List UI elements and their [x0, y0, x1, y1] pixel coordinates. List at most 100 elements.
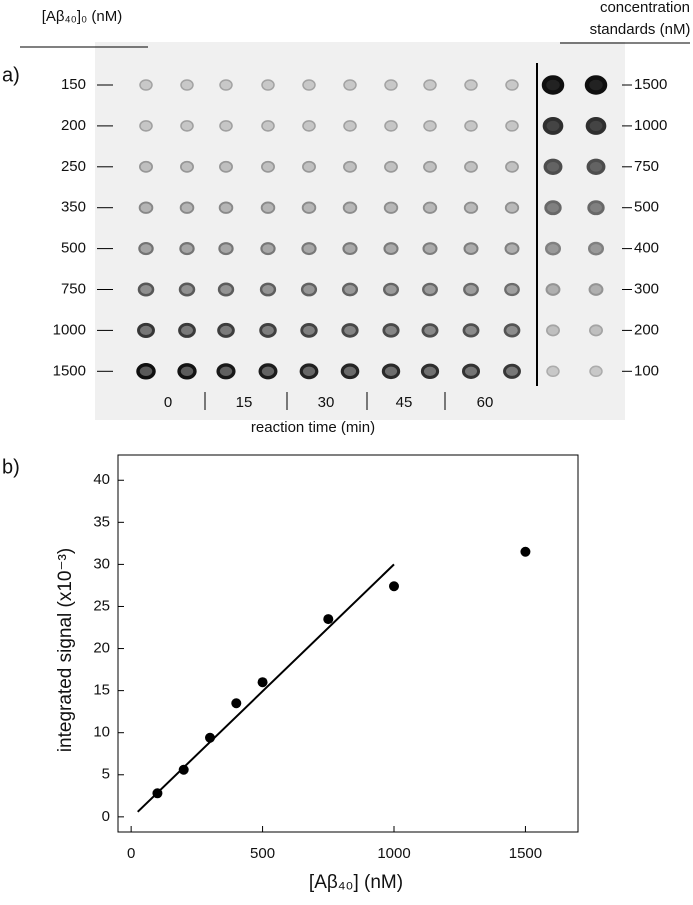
- standard-label: 1500: [634, 76, 667, 93]
- blot-dot: [504, 201, 520, 214]
- standard-label: 200: [634, 321, 659, 338]
- blot-dot: [137, 322, 155, 338]
- y-tick-label: 25: [93, 597, 110, 614]
- blot-dot: [505, 120, 519, 132]
- blot-dot: [423, 79, 437, 91]
- blot-dot: [381, 363, 401, 380]
- time-label: 15: [236, 394, 253, 411]
- standard-dot: [546, 324, 560, 337]
- y-tick-label: 40: [93, 471, 110, 488]
- y-tick-label: 10: [93, 724, 110, 741]
- blot-membrane: [95, 42, 625, 420]
- standard-dot: [584, 75, 608, 95]
- blot-dot: [300, 282, 318, 297]
- blot-dot: [178, 282, 196, 297]
- blot-dot: [177, 363, 197, 380]
- blot-dot: [340, 363, 360, 380]
- y-tick-label: 15: [93, 682, 110, 699]
- blot-dot: [384, 120, 398, 132]
- y-tick-label: 5: [102, 766, 110, 783]
- standard-dot: [545, 283, 561, 296]
- blot-dot: [382, 323, 400, 338]
- blot-dot: [261, 79, 275, 91]
- blot-dot: [139, 79, 153, 91]
- blot-dot: [504, 282, 520, 297]
- standard-label: 750: [634, 158, 659, 175]
- y-axis-label: integrated signal (x10⁻³): [55, 548, 76, 752]
- standard-label: 1000: [634, 117, 667, 134]
- row-header: [Aβ₄₀]₀ (nM): [42, 8, 123, 25]
- blot-dot: [219, 160, 233, 173]
- row-label: 200: [61, 117, 86, 134]
- blot-dot: [343, 79, 357, 91]
- standard-dot: [546, 365, 560, 378]
- blot-dot: [422, 242, 438, 255]
- blot-dot: [384, 160, 398, 173]
- blot-dot: [139, 160, 153, 173]
- blot-dot: [260, 242, 276, 256]
- x-tick-label: 1000: [377, 845, 410, 862]
- blot-dot: [461, 363, 481, 379]
- blot-dot: [343, 120, 357, 132]
- blot-dot: [505, 79, 519, 91]
- blot-dot: [423, 120, 437, 132]
- blot-dot: [301, 242, 317, 256]
- blot-dot: [422, 201, 438, 214]
- blot-dot: [464, 79, 478, 91]
- blot-dot: [342, 201, 358, 214]
- standard-dot: [586, 158, 606, 175]
- blot-dot: [382, 282, 400, 297]
- data-point: [520, 546, 531, 557]
- blot-dot: [422, 282, 438, 297]
- row-label: 750: [61, 280, 86, 297]
- blot-dot: [219, 79, 233, 91]
- row-label: 350: [61, 199, 86, 216]
- blot-dot: [137, 282, 155, 297]
- blot-dot: [302, 160, 316, 173]
- blot-dot: [503, 363, 521, 379]
- row-label: 500: [61, 240, 86, 257]
- blot-dot: [178, 322, 196, 338]
- blot-dot: [139, 120, 153, 132]
- blot-dot: [301, 201, 317, 214]
- standard-label: 100: [634, 362, 659, 379]
- blot-dot: [463, 282, 479, 297]
- blot-dot: [217, 322, 235, 338]
- standard-dot: [589, 324, 603, 337]
- blot-dot: [341, 323, 359, 338]
- data-point: [231, 698, 242, 709]
- standard-dot: [544, 241, 562, 256]
- blot-dot: [138, 201, 154, 214]
- blot-dot: [463, 242, 479, 255]
- blot-dot: [179, 201, 195, 214]
- y-tick-label: 20: [93, 640, 110, 657]
- blot-dot: [261, 160, 275, 173]
- data-point: [257, 677, 268, 688]
- panel-label: b): [2, 456, 20, 478]
- blot-dot: [259, 282, 277, 297]
- blot-dot: [259, 322, 277, 338]
- blot-dot: [180, 160, 194, 173]
- blot-dot: [179, 242, 195, 256]
- blot-dot: [219, 120, 233, 132]
- blot-dot: [420, 363, 440, 380]
- time-label: 30: [318, 394, 335, 411]
- blot-dot: [217, 282, 235, 297]
- y-tick-label: 0: [102, 808, 110, 825]
- x-tick-label: 500: [250, 845, 275, 862]
- blot-dot: [342, 242, 358, 256]
- y-tick-label: 35: [93, 513, 110, 530]
- row-label: 1000: [53, 321, 86, 338]
- blot-dot: [503, 323, 521, 338]
- blot-dot: [383, 242, 399, 256]
- standard-dot: [587, 200, 605, 216]
- blot-dot: [300, 323, 318, 338]
- standard-dot: [541, 75, 565, 95]
- blot-dot: [138, 242, 154, 256]
- blot-dot: [218, 242, 234, 256]
- panel-label: a): [2, 64, 20, 86]
- blot-dot: [180, 79, 194, 91]
- blot-dot: [384, 79, 398, 91]
- standard-dot: [544, 200, 562, 216]
